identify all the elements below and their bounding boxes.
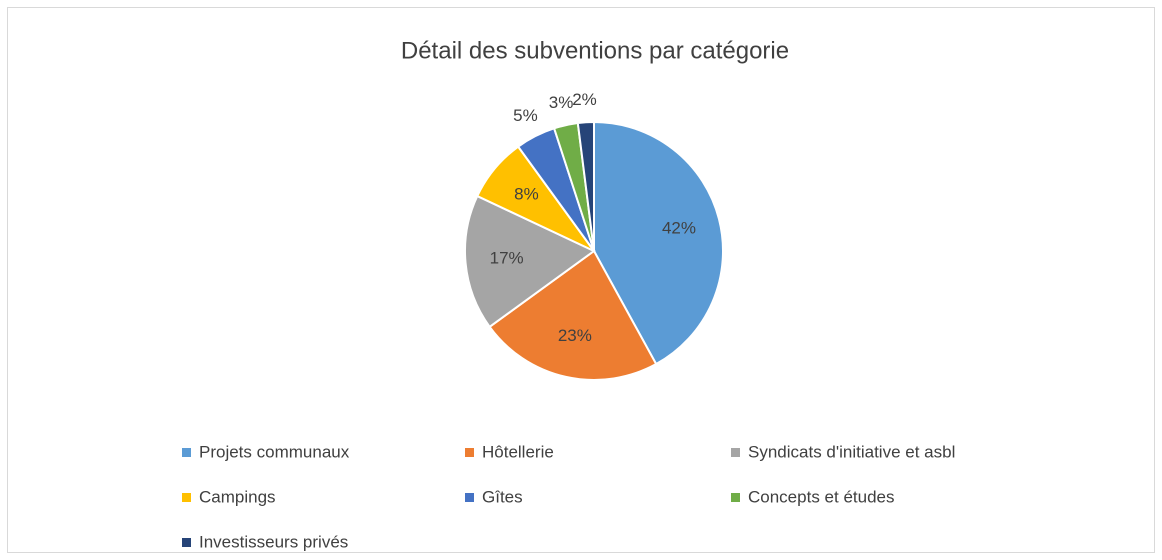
legend-swatch [182, 493, 191, 502]
pie-slice [576, 120, 595, 252]
data-label: 5% [513, 106, 538, 125]
legend-label: Concepts et études [748, 487, 894, 506]
legend-swatch [182, 448, 191, 457]
legend-swatch [731, 493, 740, 502]
data-label: 3% [549, 93, 574, 112]
legend-swatch [465, 493, 474, 502]
legend-label: Campings [199, 487, 276, 506]
data-label: 23% [558, 326, 592, 345]
data-label: 2% [572, 90, 597, 109]
legend-swatch [731, 448, 740, 457]
pie-slice [488, 249, 658, 381]
pie-slice [464, 194, 596, 329]
legend-swatch [465, 448, 474, 457]
legend-label: Investisseurs privés [199, 532, 348, 551]
legend-label: Gîtes [482, 487, 523, 506]
legend-label: Hôtellerie [482, 442, 554, 461]
data-label: 8% [514, 185, 539, 204]
legend-label: Syndicats d'initiative et asbl [748, 442, 955, 461]
chart-title: Détail des subventions par catégorie [401, 37, 789, 64]
data-label: 17% [490, 249, 524, 268]
pie-slice [593, 120, 724, 366]
legend-swatch [182, 538, 191, 547]
data-label: 42% [662, 219, 696, 238]
legend-label: Projets communaux [199, 442, 350, 461]
